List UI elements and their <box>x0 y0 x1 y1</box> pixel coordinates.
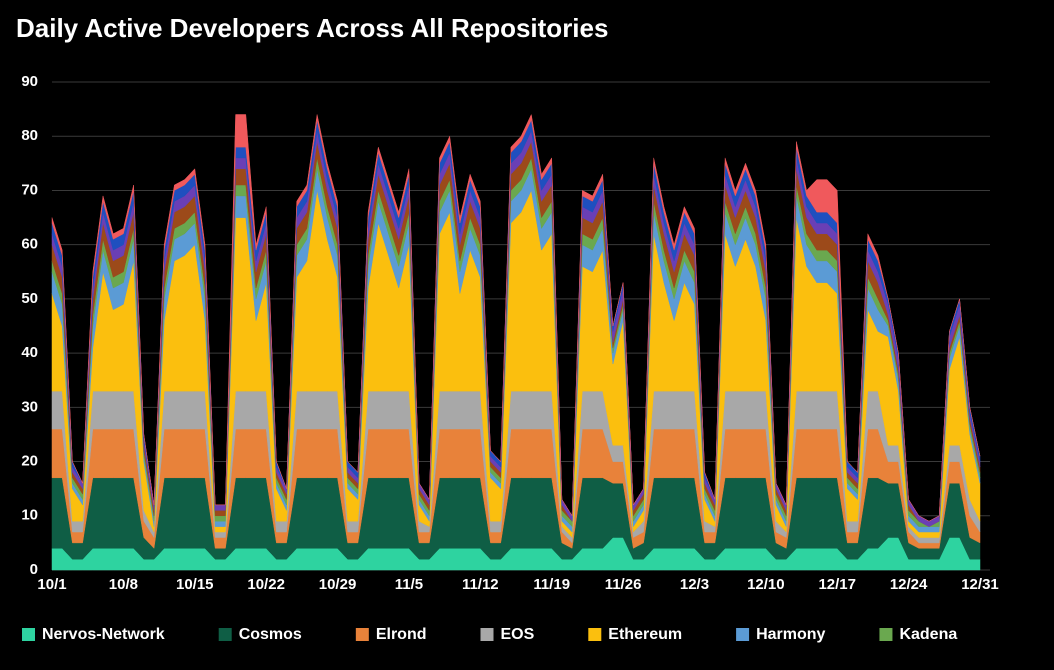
y-tick-label: 80 <box>21 127 38 144</box>
legend-label: Nervos-Network <box>42 626 165 643</box>
x-tick-label: 10/22 <box>247 576 285 593</box>
legend-swatch <box>879 628 893 641</box>
legend-label: EOS <box>501 626 535 643</box>
y-tick-label: 50 <box>21 290 38 307</box>
y-tick-label: 60 <box>21 236 38 253</box>
legend-label: Harmony <box>756 626 825 643</box>
legend-swatch <box>22 628 35 641</box>
x-tick-label: 10/15 <box>176 576 214 593</box>
x-tick-label: 12/10 <box>747 576 785 593</box>
y-tick-label: 20 <box>21 453 38 470</box>
x-tick-label: 11/19 <box>533 576 570 593</box>
x-tick-label: 12/17 <box>818 576 856 593</box>
areas <box>51 113 981 571</box>
x-tick-label: 12/24 <box>890 576 928 593</box>
axes: 0 10 20 30 40 50 60 70 80 90 10/1 10/8 10/15 10/22 10/… <box>21 73 998 593</box>
x-tick-label: 12/31 <box>961 576 999 593</box>
legend-swatch <box>355 628 369 641</box>
y-tick-label: 70 <box>21 181 38 198</box>
x-tick-label: 12/3 <box>680 576 709 593</box>
legend-label: Ethereum <box>608 626 682 643</box>
x-tick-label: 11/26 <box>605 576 642 593</box>
y-tick-label: 90 <box>21 73 38 90</box>
legend-swatch <box>480 628 494 641</box>
legend-label: Elrond <box>376 626 427 643</box>
legend: Nervos-Network Cosmos Elrond EOS Ethereum Har… <box>22 626 957 643</box>
x-tick-label: 10/29 <box>319 576 357 593</box>
x-tick-label: 10/8 <box>109 576 138 593</box>
y-tick-label: 40 <box>21 344 38 361</box>
legend-label: Kadena <box>899 626 957 643</box>
legend-label: Cosmos <box>239 626 302 643</box>
legend-swatch <box>736 628 750 641</box>
area <box>51 113 981 522</box>
legend-swatch <box>218 628 232 641</box>
x-tick-label: 10/1 <box>37 576 66 593</box>
y-tick-label: 30 <box>21 398 38 415</box>
x-tick-label: 11/12 <box>462 576 499 593</box>
chart-title: Daily Active Developers Across All Repos… <box>16 13 608 43</box>
y-tick-label: 0 <box>30 561 38 578</box>
legend-swatch <box>588 628 602 641</box>
x-tick-label: 11/5 <box>395 576 423 593</box>
y-tick-label: 10 <box>21 507 38 524</box>
